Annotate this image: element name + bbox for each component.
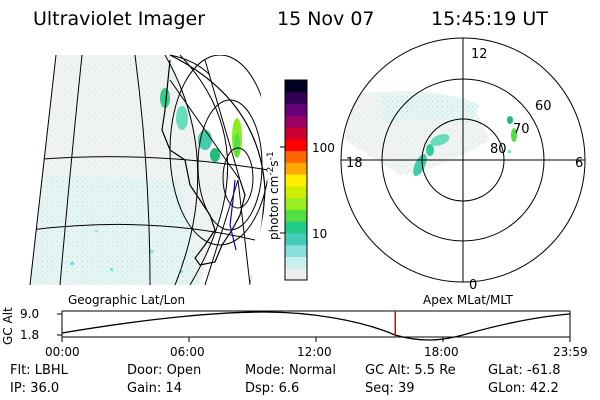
x-tick-0600: 06:00 <box>170 345 205 359</box>
footer-gcalt: GC Alt: 5.5 Re <box>365 363 456 378</box>
polar-label-12: 12 <box>471 47 488 62</box>
footer-dsp: Dsp: 6.6 <box>245 381 300 396</box>
colorbar-band <box>285 197 307 210</box>
x-tick-1800: 18:00 <box>424 345 459 359</box>
x-tick-0000: 00:00 <box>45 345 80 359</box>
colorbar-band <box>285 232 307 246</box>
footer-glon: GLon: 42.2 <box>488 381 559 396</box>
footer-door: Door: Open <box>127 363 202 378</box>
alt-tick-1-8: 1.8 <box>20 328 39 342</box>
x-tick-1200: 12:00 <box>297 345 332 359</box>
colorbar-band <box>285 138 307 152</box>
polar-lat-60: 60 <box>535 99 552 114</box>
colorbar-band <box>285 185 307 199</box>
x-tick-2359: 23:59 <box>553 345 588 359</box>
footer-gain: Gain: 14 <box>127 381 182 396</box>
colorbar-tick-label-10: 10 <box>312 227 327 241</box>
polar-label-18: 18 <box>346 156 363 171</box>
polar-label-6: 6 <box>575 156 583 171</box>
colorbar-band <box>285 115 307 128</box>
colorbar-label: photon cm-2s-1 <box>266 151 281 240</box>
colorbar-band <box>285 91 307 105</box>
colorbar-band <box>285 268 307 281</box>
colorbar-tick-label-100: 100 <box>312 141 335 155</box>
colorbar-band <box>285 209 307 222</box>
colorbar-band <box>285 103 307 116</box>
alt-tick-9: 9.0 <box>20 307 39 321</box>
footer-seq: Seq: 39 <box>365 381 415 396</box>
polar-lat-70: 70 <box>513 122 530 137</box>
colorbar-band <box>285 80 307 93</box>
geographic-caption: Geographic Lat/Lon <box>68 293 186 307</box>
polar-label-0: 0 <box>469 278 477 293</box>
alt-ylabel: GC Alt <box>1 307 15 345</box>
app-title: Ultraviolet Imager <box>33 8 206 30</box>
colorbar-band <box>285 150 307 163</box>
apex-caption: Apex MLat/MLT <box>423 293 513 307</box>
colorbar-band <box>285 162 307 175</box>
footer-ip: IP: 36.0 <box>10 381 60 396</box>
footer-mode: Mode: Normal <box>245 363 336 378</box>
date-label: 15 Nov 07 <box>277 8 375 30</box>
footer-flt: Flt: LBHL <box>10 363 68 378</box>
colorbar-band <box>285 221 307 234</box>
polar-lat-80: 80 <box>490 142 507 157</box>
time-label: 15:45:19 UT <box>431 8 548 30</box>
altitude-curve <box>61 311 571 341</box>
colorbar-band <box>285 174 307 187</box>
colorbar-band <box>285 244 307 257</box>
colorbar-band <box>285 256 307 269</box>
footer-glat: GLat: -61.8 <box>488 363 561 378</box>
colorbar-band <box>285 127 307 140</box>
colorbar-gradient <box>285 80 307 281</box>
